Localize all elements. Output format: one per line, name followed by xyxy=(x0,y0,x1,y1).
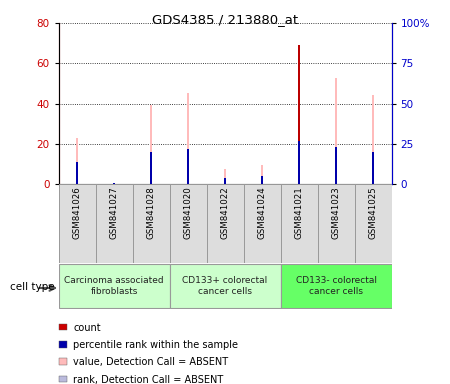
Bar xyxy=(76,162,78,184)
Text: GSM841027: GSM841027 xyxy=(109,187,118,240)
Bar xyxy=(76,162,78,184)
Text: GSM841025: GSM841025 xyxy=(369,187,378,240)
Text: GSM841028: GSM841028 xyxy=(147,187,156,240)
Text: CD133- colorectal
cancer cells: CD133- colorectal cancer cells xyxy=(296,276,377,296)
Bar xyxy=(372,152,374,184)
Text: GSM841020: GSM841020 xyxy=(184,187,193,240)
Text: GSM841026: GSM841026 xyxy=(72,187,81,240)
Bar xyxy=(224,178,226,184)
Bar xyxy=(372,152,374,184)
Bar xyxy=(132,184,170,263)
Bar xyxy=(224,178,226,184)
Text: cell type: cell type xyxy=(10,282,54,292)
Bar xyxy=(243,184,280,263)
Bar xyxy=(113,183,115,184)
Text: GSM841024: GSM841024 xyxy=(257,187,266,240)
Bar xyxy=(318,184,355,263)
Bar xyxy=(334,78,338,184)
FancyBboxPatch shape xyxy=(280,264,392,308)
Bar xyxy=(150,152,152,184)
Bar xyxy=(372,94,374,184)
Bar xyxy=(149,105,153,184)
Bar xyxy=(150,152,152,184)
Bar xyxy=(187,149,189,184)
Text: rank, Detection Call = ABSENT: rank, Detection Call = ABSENT xyxy=(73,375,224,384)
Text: percentile rank within the sample: percentile rank within the sample xyxy=(73,340,238,350)
Text: GDS4385 / 213880_at: GDS4385 / 213880_at xyxy=(152,13,298,26)
Bar xyxy=(76,138,78,184)
Bar xyxy=(261,165,264,184)
Bar xyxy=(58,184,95,263)
Text: GSM841021: GSM841021 xyxy=(294,187,303,240)
Bar xyxy=(335,147,337,184)
Bar xyxy=(224,169,226,184)
Bar xyxy=(186,93,189,184)
Bar xyxy=(335,147,337,184)
Text: CD133+ colorectal
cancer cells: CD133+ colorectal cancer cells xyxy=(182,276,268,296)
Bar xyxy=(298,141,300,184)
Bar xyxy=(297,45,301,184)
FancyBboxPatch shape xyxy=(58,264,170,308)
Bar xyxy=(355,184,392,263)
Bar xyxy=(207,184,243,263)
FancyBboxPatch shape xyxy=(170,264,280,308)
Bar xyxy=(95,184,132,263)
Bar xyxy=(170,184,207,263)
Text: value, Detection Call = ABSENT: value, Detection Call = ABSENT xyxy=(73,358,229,367)
Bar xyxy=(261,176,263,184)
Text: count: count xyxy=(73,323,101,333)
Bar xyxy=(261,176,263,184)
Text: Carcinoma associated
fibroblasts: Carcinoma associated fibroblasts xyxy=(64,276,164,296)
Bar xyxy=(280,184,318,263)
Text: GSM841023: GSM841023 xyxy=(332,187,341,240)
Text: GSM841022: GSM841022 xyxy=(220,187,230,240)
Bar xyxy=(187,149,189,184)
